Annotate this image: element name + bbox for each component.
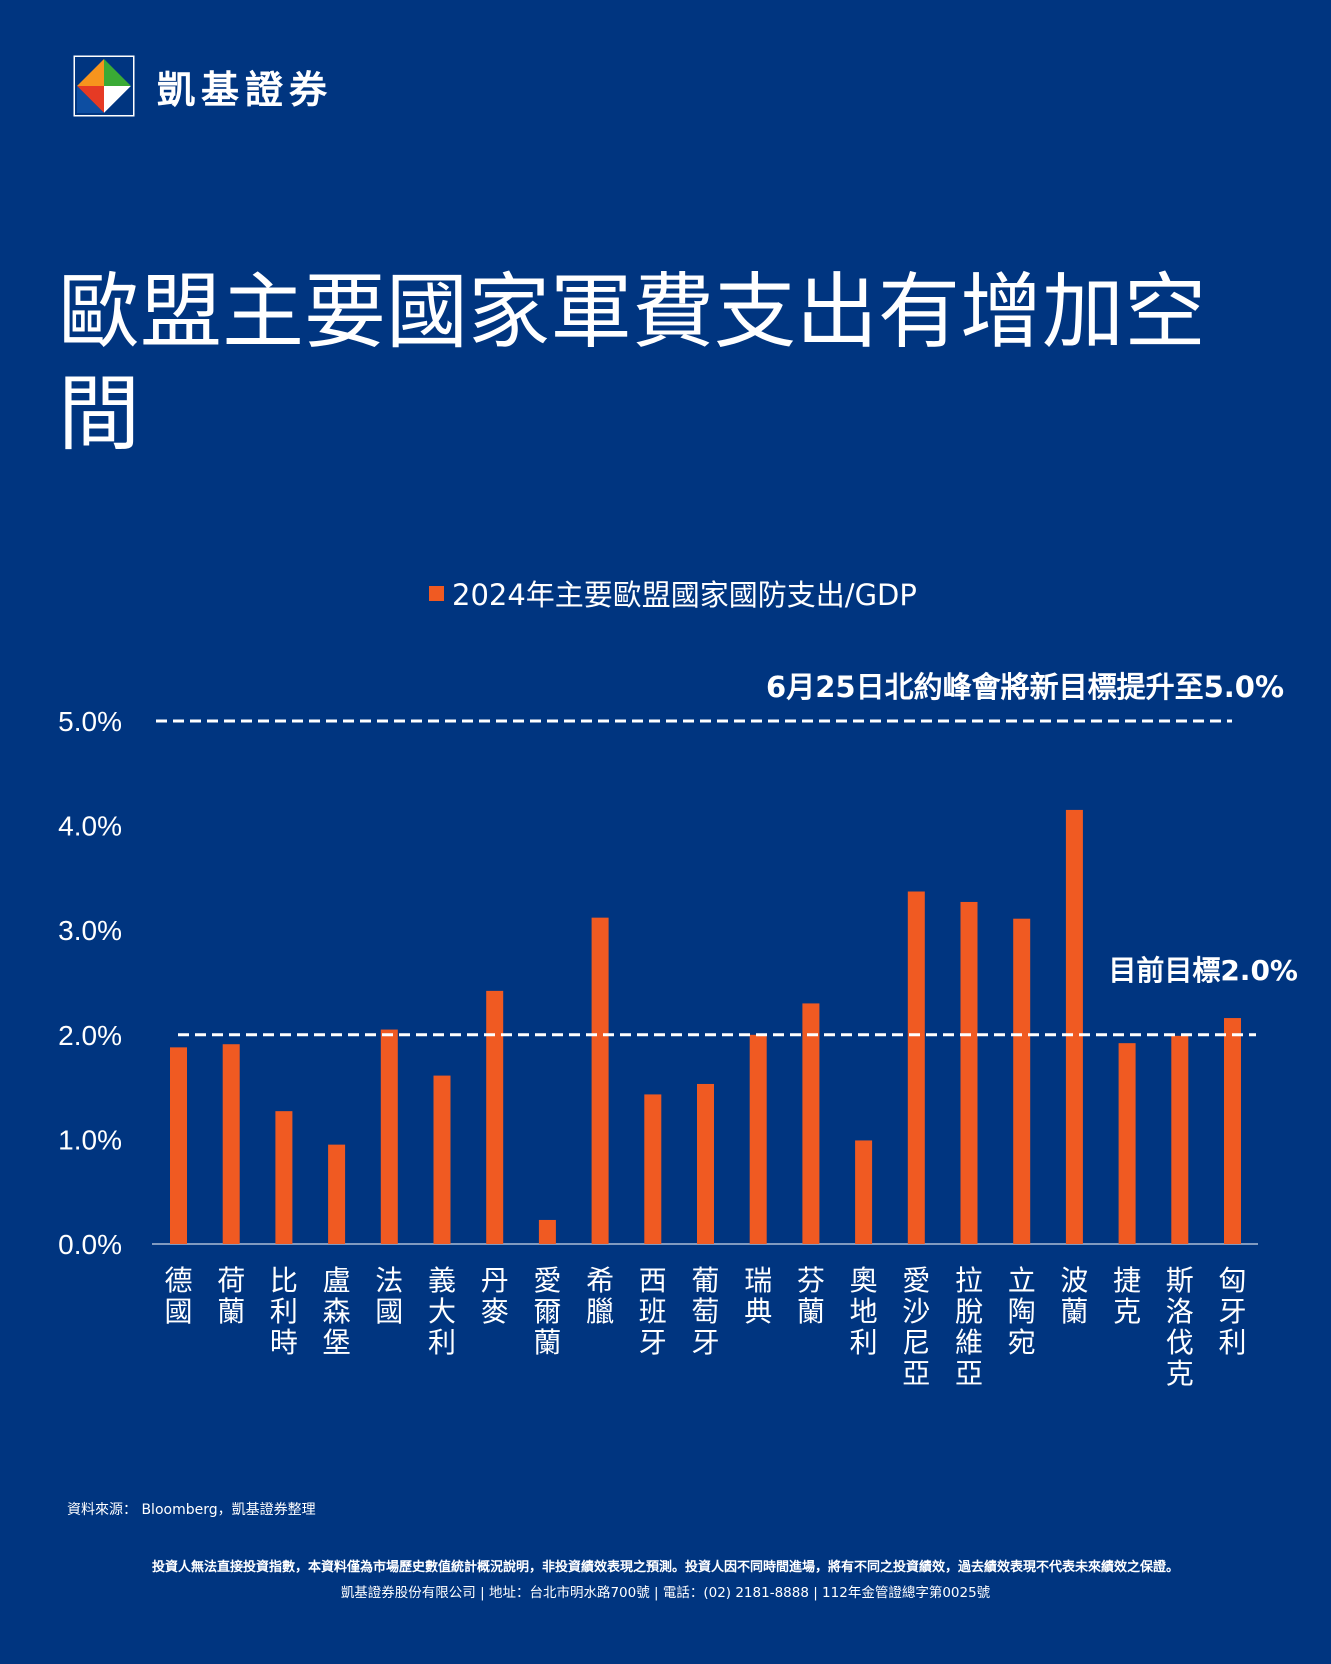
x-tick-label: 希臘: [586, 1264, 614, 1328]
bar: [1224, 1018, 1241, 1244]
bar: [749, 1034, 767, 1244]
y-tick-label: 5.0%: [58, 706, 122, 737]
x-tick-label: 捷克: [1113, 1264, 1141, 1328]
x-tick-label: 義大利: [428, 1264, 456, 1359]
x-tick-label: 立陶宛: [1008, 1264, 1036, 1359]
x-tick-label: 葡萄牙: [691, 1264, 719, 1359]
x-tick-label: 盧森堡: [323, 1264, 351, 1359]
x-tick-label: 芬蘭: [797, 1264, 825, 1328]
y-tick-label: 2.0%: [58, 1020, 122, 1051]
x-tick-label: 拉脫維亞: [955, 1264, 983, 1390]
bar: [697, 1083, 714, 1244]
brand-name: 凱基證券: [157, 67, 334, 112]
legend-label: 2024年主要歐盟國家國防支出/GDP: [452, 578, 917, 612]
reference-label-2: 目前目標2.0%: [1108, 954, 1298, 987]
bar: [328, 1144, 346, 1244]
bar: [380, 1029, 398, 1244]
bar: [1013, 918, 1031, 1244]
page-title: 歐盟主要國家軍費支出有增加空間: [58, 265, 1207, 462]
bar: [802, 1003, 820, 1244]
bar: [591, 917, 609, 1244]
bar: [960, 901, 978, 1244]
y-tick-label: 3.0%: [58, 915, 122, 946]
x-tick-label: 比利時: [270, 1264, 298, 1359]
bar: [907, 891, 925, 1244]
bar-chart: 0.0% 1.0% 2.0% 3.0% 4.0% 5.0% 德國 荷蘭 比利時 盧森堡 法國 義大利丹…: [0, 640, 1331, 1440]
bar: [538, 1219, 556, 1244]
bar: [1118, 1043, 1136, 1244]
x-tick-label: 奧地利: [850, 1264, 878, 1359]
x-tick-label: 德國: [164, 1264, 192, 1328]
x-tick-label: 愛沙尼亞: [902, 1264, 930, 1390]
y-tick-label: 1.0%: [58, 1124, 122, 1155]
bar: [486, 990, 504, 1244]
x-tick-label: 匈牙利: [1218, 1264, 1246, 1359]
bar: [644, 1094, 662, 1244]
bar: [1171, 1035, 1189, 1244]
bar: [1065, 809, 1083, 1244]
bar: [222, 1044, 240, 1244]
bar: [170, 1047, 187, 1244]
reference-label-5: 6月25日北約峰會將新目標提升至5.0%: [766, 670, 1284, 704]
chart-legend: 2024年主要歐盟國家國防支出/GDP: [429, 572, 917, 614]
bar: [433, 1075, 451, 1244]
x-tick-label: 丹麥: [481, 1264, 509, 1328]
company-info: 凱基證券股份有限公司 | 地址：台北市明水路700號 | 電話：(02) 218…: [340, 1585, 991, 1601]
y-tick-label: 0.0%: [58, 1229, 122, 1260]
brand-logo: 凱基證券: [73, 55, 333, 117]
y-tick-label: 4.0%: [58, 811, 122, 842]
bar: [275, 1111, 293, 1244]
x-tick-label: 愛爾蘭: [533, 1264, 561, 1359]
x-tick-label: 斯洛伐克: [1166, 1264, 1194, 1390]
legend-swatch: [429, 585, 444, 601]
disclaimer: 投資人無法直接投資指數，本資料僅為市場歷史數值統計概況說明，非投資績效表現之預測…: [151, 1560, 1179, 1575]
x-tick-label: 波蘭: [1060, 1264, 1088, 1328]
x-tick-label: 荷蘭: [217, 1264, 245, 1328]
x-tick-label: 西班牙: [639, 1264, 667, 1359]
kgi-diamond-logo-icon: [73, 55, 135, 117]
bar: [855, 1140, 873, 1244]
chart-canvas: 0.0% 1.0% 2.0% 3.0% 4.0% 5.0% 德國荷蘭比利時盧森堡法國義大利丹…: [58, 670, 1298, 1390]
x-tick-label: 瑞典: [744, 1264, 772, 1328]
source-note: 資料來源： Bloomberg，凱基證券整理: [67, 1502, 316, 1518]
x-tick-label: 法國: [375, 1264, 403, 1328]
